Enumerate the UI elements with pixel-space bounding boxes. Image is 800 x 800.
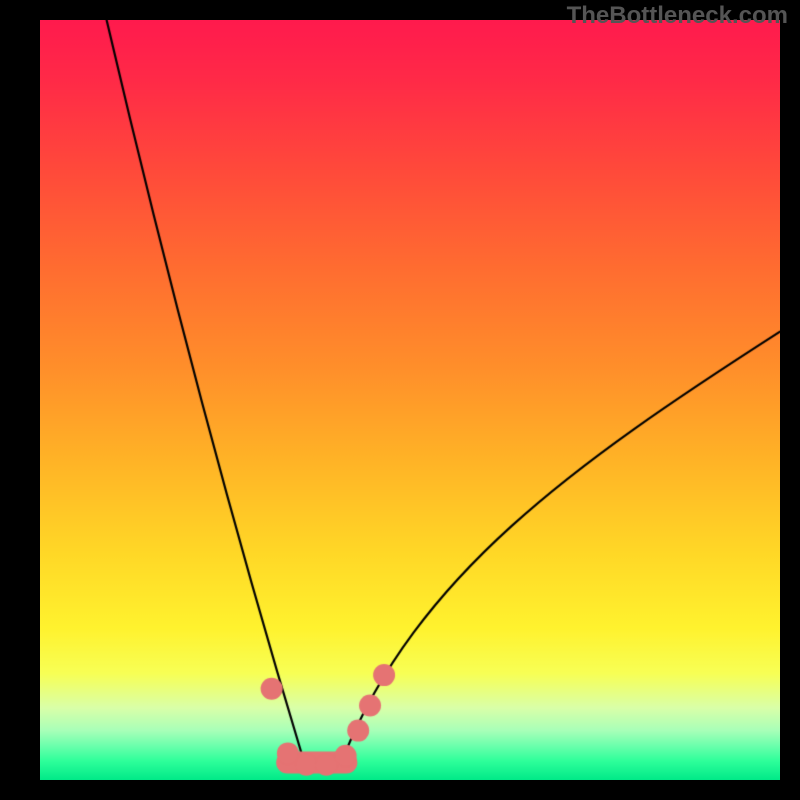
chart-stage: TheBottleneck.com (0, 0, 800, 800)
bottleneck-curve-canvas (0, 0, 800, 800)
watermark-text: TheBottleneck.com (567, 2, 788, 30)
